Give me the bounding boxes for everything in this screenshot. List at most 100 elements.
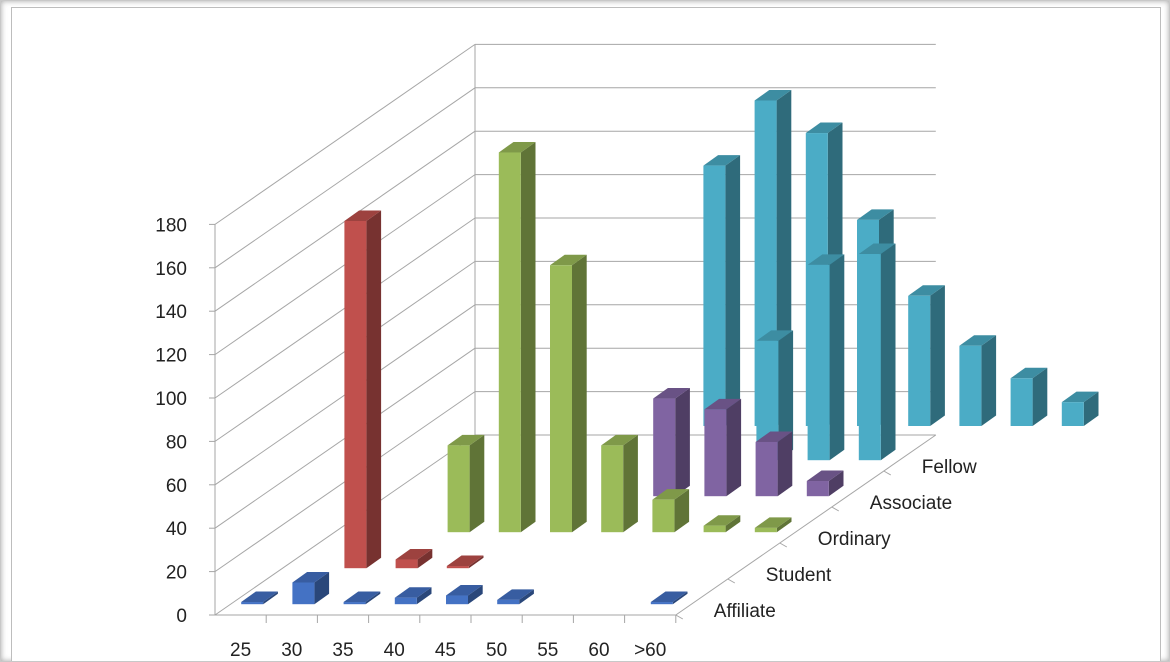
x-tick-label: 25 (230, 640, 251, 661)
bar-top (344, 210, 382, 221)
bar-front (447, 445, 470, 533)
bar-top (653, 388, 690, 399)
bar-fellow-back->60 (908, 285, 945, 426)
bar-affiliate-35 (343, 591, 381, 605)
x-tick-label: 45 (435, 640, 456, 661)
y-axis-labels: 0 20 40 60 80 100 120 140 160 180 (155, 215, 215, 627)
bar-side (314, 572, 330, 605)
bar-top (908, 285, 945, 296)
x-tick-label: 35 (332, 640, 353, 661)
bar-top (498, 141, 536, 153)
y-tick-label: 140 (155, 302, 187, 323)
bar-side (981, 335, 997, 426)
y-tick-label: 120 (155, 346, 187, 367)
bar-top (446, 585, 483, 596)
bar-side (417, 549, 433, 569)
bar-top (241, 591, 278, 603)
y-tick-label: 20 (166, 563, 187, 584)
bar-top (1061, 391, 1099, 403)
bar-top (652, 489, 690, 500)
bar-ordinary-45 (550, 254, 587, 533)
bar-side (469, 434, 485, 533)
bar-fellow->60 (858, 243, 896, 461)
bar-fellow-55 (756, 330, 794, 461)
bar-side (519, 589, 534, 605)
bar-front (394, 597, 417, 605)
bar-fellow-back-undefined (1061, 391, 1099, 426)
bars (241, 90, 1099, 605)
bar-front (601, 445, 624, 533)
bar-front (241, 602, 264, 605)
bar-side (776, 517, 792, 533)
bar-side (366, 210, 382, 569)
y-tick-label: 0 (176, 606, 187, 627)
bar-ordinary-40 (498, 141, 536, 533)
bar-top (395, 549, 433, 560)
bar-fellow-back-undefined (959, 335, 997, 426)
x-tick-label: 55 (537, 640, 558, 661)
bar-front (703, 165, 726, 426)
bar-ordinary-55 (652, 489, 690, 533)
bar-top (805, 122, 843, 134)
bar-ordinary-50 (601, 434, 638, 533)
y-tick-label: 160 (155, 259, 187, 280)
bar-top (446, 555, 484, 567)
bar-front (756, 340, 779, 461)
bar-side (263, 591, 278, 605)
bar-student-30 (344, 210, 382, 569)
bar-side (572, 254, 587, 533)
left-wall-gridline (214, 43, 476, 225)
depth-axis-line (675, 434, 937, 616)
bar-top (343, 591, 381, 603)
depth-tick-mark (727, 578, 736, 584)
bar-fellow-back-undefined (1010, 367, 1048, 426)
bar-top (650, 591, 688, 603)
bar-front (703, 525, 726, 533)
depth-label-ordinary: Ordinary (818, 529, 891, 550)
left-wall-gridline (214, 87, 476, 269)
bar-top (703, 155, 741, 166)
depth-label-associate: Associate (870, 493, 952, 514)
bar-side (777, 431, 793, 497)
bar-top (756, 330, 794, 341)
bar-top (959, 335, 997, 346)
bar-top (857, 209, 894, 220)
bar-front (650, 602, 673, 605)
bar-front (446, 566, 469, 569)
bar-side (416, 587, 432, 605)
bar-student-40 (446, 555, 484, 569)
x-tick-label: 40 (384, 640, 405, 661)
bar-affiliate-25 (241, 591, 278, 605)
y-tick-label: 180 (155, 215, 187, 236)
bar-affiliate->60 (650, 591, 688, 605)
bar-top (858, 243, 896, 255)
bar-side (674, 489, 690, 533)
bar-side (365, 591, 381, 605)
bar-student-35 (395, 549, 433, 569)
bar-side (1083, 391, 1099, 426)
x-tick-label: 60 (588, 640, 609, 661)
bar-top (601, 434, 638, 446)
x-tick-label: 30 (281, 640, 302, 661)
bar-side (623, 434, 638, 533)
bar-front (343, 602, 366, 605)
bar-top (806, 470, 844, 482)
bar-front (959, 345, 982, 426)
x-axis-labels: 25 30 35 40 45 50 55 60 >60 (230, 615, 677, 661)
bar-side (725, 155, 741, 426)
bar-front (653, 398, 676, 497)
bar-front (550, 265, 572, 533)
bar-front (807, 264, 830, 461)
depth-tick-mark (883, 470, 892, 476)
bar-side (880, 243, 896, 461)
x-tick-label: 50 (486, 640, 507, 661)
bar-affiliate-30 (292, 572, 330, 605)
depth-label-fellow: Fellow (922, 457, 977, 478)
depth-tick-mark (831, 506, 840, 512)
bar-side (726, 398, 742, 497)
bar-affiliate-50 (497, 589, 534, 605)
bar-side (829, 254, 845, 461)
bar-side (675, 388, 690, 497)
